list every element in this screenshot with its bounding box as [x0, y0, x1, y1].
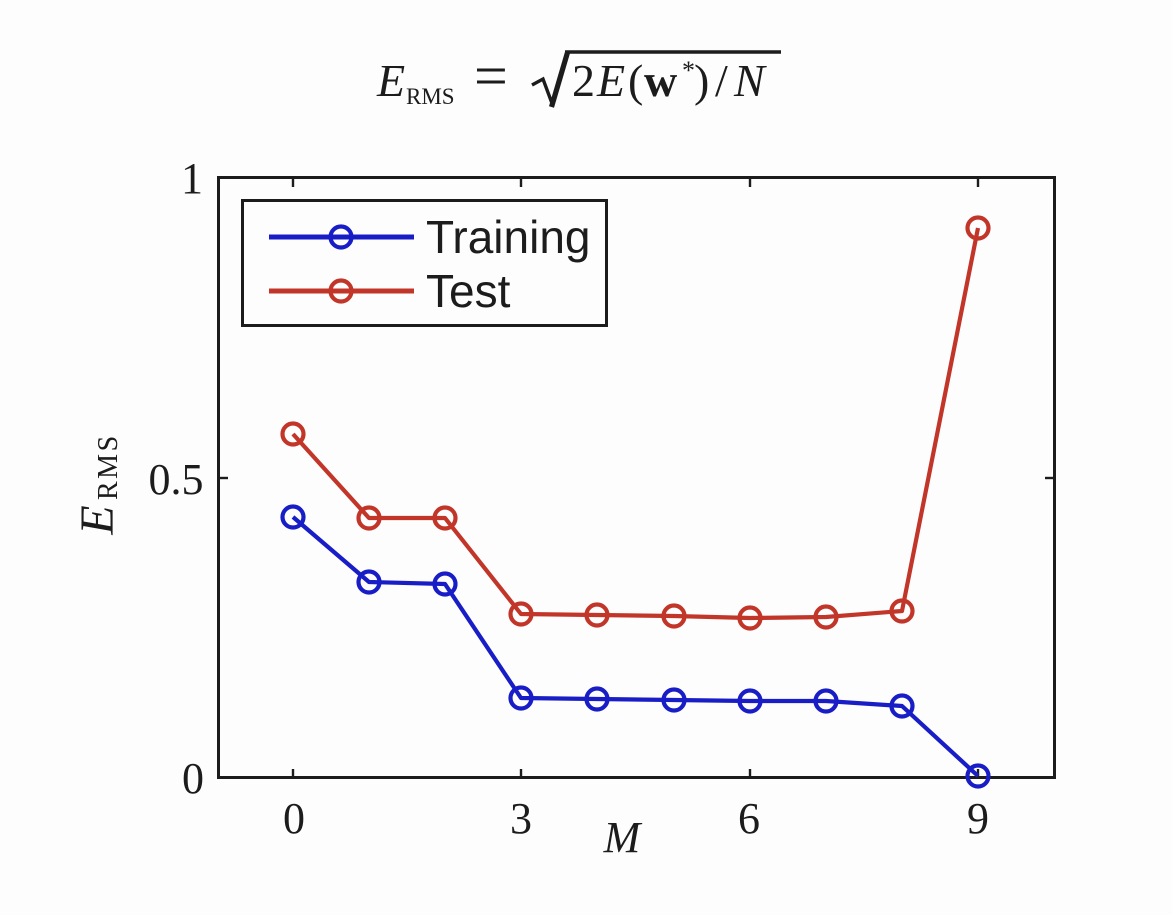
svg-text:Test: Test: [426, 265, 511, 317]
svg-text:*: *: [682, 56, 695, 85]
svg-text:RMS: RMS: [406, 84, 455, 109]
svg-text:): ): [694, 55, 709, 106]
svg-text:RMS: RMS: [93, 433, 124, 500]
svg-text:E: E: [376, 55, 405, 106]
svg-text:(: (: [628, 55, 643, 106]
svg-text:1: 1: [181, 154, 203, 203]
svg-text:E: E: [71, 505, 124, 535]
svg-text:3: 3: [510, 794, 532, 843]
svg-text:6: 6: [738, 794, 760, 843]
svg-text:=: =: [474, 43, 508, 109]
svg-text:E: E: [596, 55, 625, 106]
svg-text:2: 2: [572, 55, 595, 106]
svg-text:0.5: 0.5: [149, 455, 204, 504]
svg-text:N: N: [733, 55, 767, 106]
svg-text:9: 9: [967, 794, 989, 843]
svg-text:M: M: [603, 813, 643, 862]
svg-text:Training: Training: [426, 211, 590, 263]
svg-text:w: w: [644, 55, 677, 106]
svg-text:0: 0: [182, 754, 204, 803]
svg-text:/: /: [715, 55, 728, 106]
svg-text:0: 0: [283, 794, 305, 843]
